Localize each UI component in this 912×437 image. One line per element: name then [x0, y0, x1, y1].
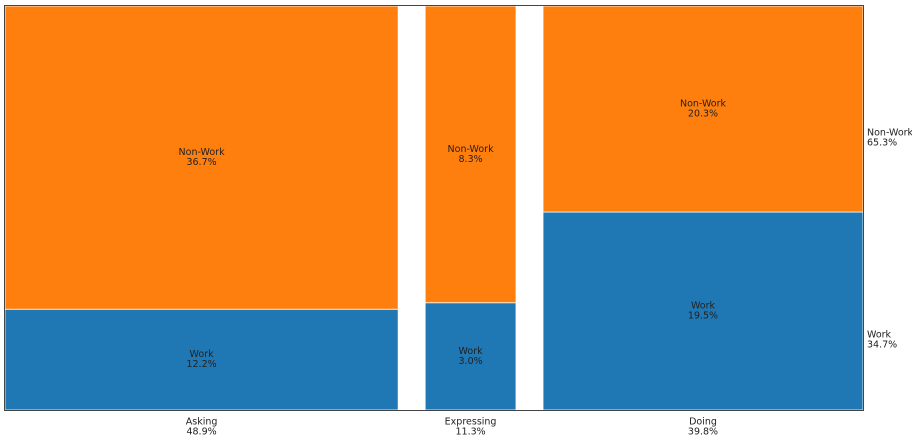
cell-value-label: 20.3%: [688, 109, 718, 120]
cell-value-label: 8.3%: [459, 154, 483, 165]
cell-value-label: 19.5%: [688, 311, 718, 322]
plot-frame: [4, 5, 864, 411]
cell-value-label: 3.0%: [459, 356, 483, 367]
cell-label: Non-Work: [680, 99, 727, 110]
x-tick-label: Expressing: [445, 417, 497, 428]
mosaic-cell: [424, 5, 517, 304]
x-tick-total-label: 11.3%: [455, 427, 485, 437]
cell-label: Non-Work: [179, 147, 226, 158]
cell-label: Non-Work: [448, 144, 495, 155]
cell-label: Work: [691, 301, 716, 312]
x-tick-label: Asking: [186, 417, 218, 428]
x-tick-total-label: 39.8%: [688, 427, 718, 437]
x-tick-label: Doing: [689, 417, 717, 428]
mosaic-cell: [4, 5, 399, 310]
legend-label: Work: [867, 329, 892, 340]
cell-value-label: 36.7%: [186, 157, 216, 168]
mosaic-cell: [4, 308, 399, 411]
legend-total-label: 34.7%: [867, 339, 897, 350]
legend-total-label: 65.3%: [867, 137, 897, 148]
mosaic-cell: [542, 5, 864, 213]
cell-value-label: 12.2%: [186, 359, 216, 370]
x-tick-total-label: 48.9%: [186, 427, 216, 437]
legend-label: Non-Work: [867, 127, 912, 138]
cell-label: Work: [459, 346, 484, 357]
cell-label: Work: [190, 349, 215, 360]
